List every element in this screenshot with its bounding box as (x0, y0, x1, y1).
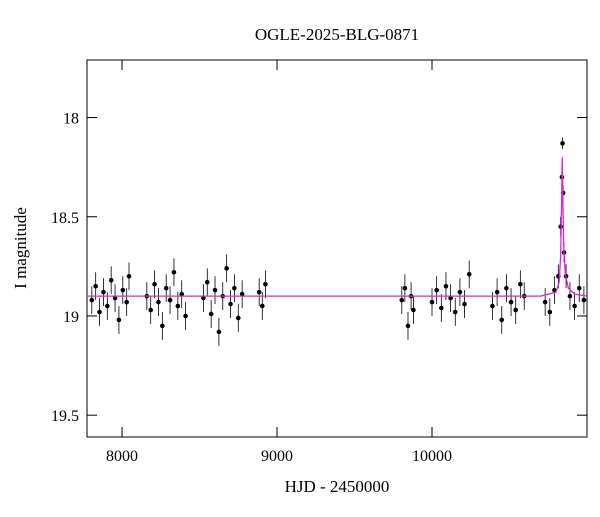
data-point (93, 283, 98, 289)
data-point (259, 303, 265, 309)
y-tick-label: 19.5 (51, 408, 79, 425)
data-point (439, 305, 444, 311)
plot-frame (86, 59, 588, 438)
y-tick-label: 18.5 (51, 210, 79, 227)
y-tick-label: 18 (63, 111, 79, 128)
data-point (448, 295, 453, 301)
data-point (560, 141, 565, 146)
data-point (411, 307, 416, 313)
data-point (494, 289, 500, 295)
data-point (235, 315, 241, 321)
data-point (402, 285, 408, 291)
data-point (148, 307, 154, 313)
data-point (499, 317, 505, 323)
chart-title: OGLE-2025-BLG-0871 (255, 25, 419, 44)
data-point (576, 285, 582, 291)
data-point (201, 295, 206, 301)
data-point (101, 289, 106, 295)
data-point (228, 301, 233, 307)
y-axis-label: I magnitude (11, 207, 30, 289)
data-point (256, 289, 262, 295)
data-point (120, 287, 126, 293)
data-point (462, 301, 467, 307)
data-point (224, 266, 229, 271)
y-tick-label: 19 (63, 309, 79, 326)
data-point (89, 297, 95, 303)
data-point (116, 317, 122, 323)
data-point (97, 309, 102, 315)
data-point (152, 281, 157, 287)
data-point (443, 283, 449, 289)
data-point (124, 299, 129, 305)
data-point (208, 311, 214, 317)
data-point (167, 297, 173, 303)
data-point (508, 299, 514, 305)
data-point (429, 299, 435, 305)
data-point (204, 279, 210, 285)
x-tick-label: 10000 (412, 448, 452, 465)
data-point (126, 273, 132, 279)
data-point (105, 303, 110, 309)
data-point (108, 277, 114, 283)
data-point (112, 295, 118, 301)
data-point (232, 285, 237, 291)
data-point (504, 285, 509, 291)
data-point (457, 289, 463, 295)
data-point (452, 309, 458, 315)
data-point (175, 303, 181, 309)
data-point (171, 270, 177, 275)
model-line (87, 157, 588, 297)
data-point (239, 291, 245, 297)
data-point (160, 323, 165, 329)
x-tick-label: 9000 (261, 448, 293, 465)
data-point (490, 303, 495, 309)
data-point (513, 307, 519, 313)
x-axis-label: HJD - 2450000 (285, 477, 390, 496)
data-point (156, 299, 161, 305)
data-point (567, 293, 573, 299)
data-point (405, 323, 411, 329)
data-point (547, 309, 553, 315)
data-point (542, 299, 548, 305)
data-point (163, 285, 169, 291)
data-point (263, 281, 268, 287)
data-point (572, 303, 577, 309)
data-point (216, 329, 222, 335)
data-point (518, 281, 523, 287)
data-point (179, 291, 184, 297)
data-point (212, 287, 218, 293)
data-point (399, 297, 405, 303)
x-tick-label: 8000 (106, 448, 138, 465)
data-point (434, 287, 439, 293)
data-point (581, 297, 587, 303)
data-point (183, 313, 188, 319)
data-point (466, 271, 472, 277)
